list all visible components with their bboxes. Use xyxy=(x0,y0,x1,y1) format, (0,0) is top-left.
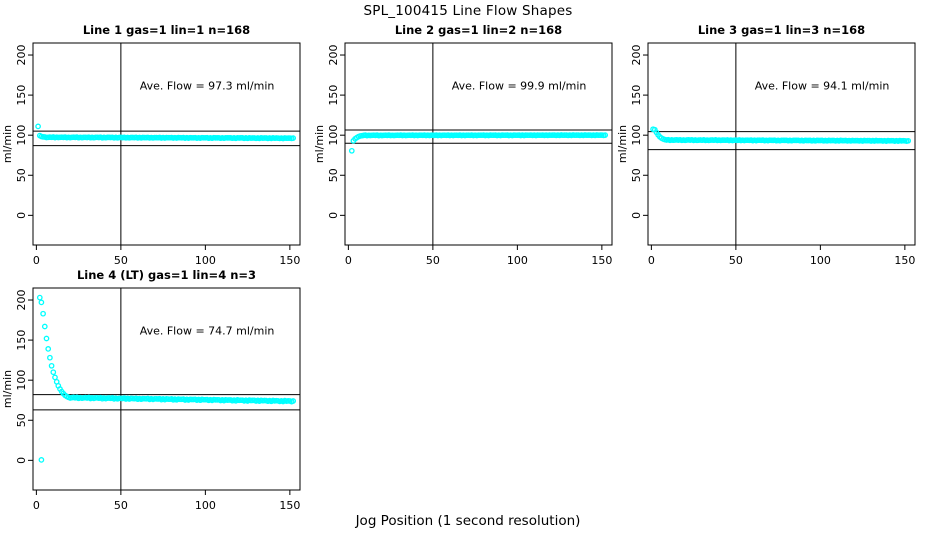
data-point xyxy=(41,323,48,330)
data-point xyxy=(40,310,46,317)
data-points xyxy=(650,126,912,144)
x-axis: 0 50 100 150 xyxy=(345,245,612,267)
reference-lines xyxy=(648,43,915,245)
y-tick-label: 50 xyxy=(630,168,643,182)
subplot-svg: 0 50 100 150 0 50 100 150 200 ml/min Line 1 gas=1 … xyxy=(1,23,301,267)
x-tick-label: 100 xyxy=(195,499,216,512)
y-tick-label: 150 xyxy=(327,85,340,106)
plot-box xyxy=(32,42,301,246)
data-point xyxy=(290,398,297,404)
data-point xyxy=(602,132,609,138)
subplot-svg: 0 50 100 150 0 50 100 150 200 ml/min Line 4 (LT) g… xyxy=(1,268,301,512)
subplot-line-3: 0 50 100 150 0 50 100 150 200 ml/min Line 3 gas=1 … xyxy=(615,21,927,291)
x-tick-label: 150 xyxy=(894,254,915,267)
data-point xyxy=(38,457,45,463)
y-tick-label: 0 xyxy=(630,212,643,219)
y-tick-label: 100 xyxy=(327,125,340,146)
subplot-line-1: 0 50 100 150 0 50 100 150 200 ml/min Line 1 gas=1 … xyxy=(0,21,312,291)
x-tick-label: 150 xyxy=(591,254,612,267)
x-axis-label: Jog Position (1 second resolution) xyxy=(355,513,581,529)
y-tick-label: 100 xyxy=(15,125,28,146)
x-tick-label: 0 xyxy=(648,254,655,267)
y-tick-label: 200 xyxy=(15,45,28,66)
y-tick-label: 50 xyxy=(15,413,28,427)
y-tick-label: 50 xyxy=(327,168,340,182)
subplot-line-4: 0 50 100 150 0 50 100 150 200 ml/min Line 4 (LT) g… xyxy=(0,266,312,536)
x-tick-label: 100 xyxy=(195,254,216,267)
y-tick-label: 200 xyxy=(630,45,643,66)
data-points xyxy=(348,132,609,154)
reference-lines xyxy=(33,43,300,245)
data-point xyxy=(348,147,355,154)
plot-box xyxy=(344,42,613,246)
subplot-title: Line 1 gas=1 lin=1 n=168 xyxy=(83,23,250,37)
subplot-title: Line 2 gas=1 lin=2 n=168 xyxy=(395,23,562,37)
plot-box xyxy=(647,42,916,246)
plot-box xyxy=(32,287,301,491)
data-point xyxy=(47,354,53,361)
y-tick-label: 0 xyxy=(327,212,340,219)
y-tick-label: 150 xyxy=(15,85,28,106)
data-points xyxy=(35,123,297,142)
average-flow-annotation: Ave. Flow = 74.7 ml/min xyxy=(140,324,275,337)
subplot-svg: 0 50 100 150 0 50 100 150 200 ml/min Line 3 gas=1 … xyxy=(616,23,916,267)
y-axis-unit-label: ml/min xyxy=(616,125,629,163)
y-tick-label: 100 xyxy=(630,125,643,146)
x-tick-label: 0 xyxy=(33,499,40,512)
y-tick-label: 0 xyxy=(15,457,28,464)
data-point xyxy=(48,362,55,369)
data-point xyxy=(38,299,45,306)
reference-lines xyxy=(345,43,612,245)
subplot-title: Line 4 (LT) gas=1 lin=4 n=3 xyxy=(77,268,256,282)
x-tick-label: 100 xyxy=(507,254,528,267)
y-tick-label: 150 xyxy=(630,85,643,106)
x-tick-label: 50 xyxy=(114,254,128,267)
y-axis-unit-label: ml/min xyxy=(313,125,326,163)
x-tick-label: 100 xyxy=(810,254,831,267)
subplot-line-2: 0 50 100 150 0 50 100 150 200 ml/min Line 2 gas=1 … xyxy=(312,21,624,291)
data-point xyxy=(43,335,50,342)
y-tick-label: 200 xyxy=(327,45,340,66)
data-points xyxy=(36,294,297,463)
y-tick-label: 50 xyxy=(15,168,28,182)
y-axis-unit-label: ml/min xyxy=(1,125,14,163)
average-flow-annotation: Ave. Flow = 99.9 ml/min xyxy=(452,79,587,92)
y-tick-label: 100 xyxy=(15,370,28,391)
average-flow-annotation: Ave. Flow = 94.1 ml/min xyxy=(755,79,890,92)
average-flow-annotation: Ave. Flow = 97.3 ml/min xyxy=(140,79,275,92)
x-axis: 0 50 100 150 xyxy=(33,490,300,512)
y-axis: 0 50 100 150 200 xyxy=(15,290,33,464)
data-point xyxy=(905,137,912,144)
y-tick-label: 150 xyxy=(15,330,28,351)
data-point xyxy=(50,369,57,376)
reference-lines xyxy=(33,288,300,490)
data-point xyxy=(45,346,52,352)
y-axis: 0 50 100 150 200 xyxy=(630,45,648,219)
x-tick-label: 50 xyxy=(426,254,440,267)
data-point xyxy=(35,123,41,130)
x-axis: 0 50 100 150 xyxy=(648,245,915,267)
y-axis: 0 50 100 150 200 xyxy=(327,45,345,219)
x-tick-label: 150 xyxy=(279,499,300,512)
data-point xyxy=(36,294,43,301)
x-tick-label: 0 xyxy=(345,254,352,267)
x-tick-label: 150 xyxy=(279,254,300,267)
y-tick-label: 0 xyxy=(15,212,28,219)
data-point xyxy=(290,135,297,141)
y-tick-label: 200 xyxy=(15,290,28,311)
x-axis: 0 50 100 150 xyxy=(33,245,300,267)
subplot-svg: 0 50 100 150 0 50 100 150 200 ml/min Line 2 gas=1 … xyxy=(313,23,613,267)
x-tick-label: 0 xyxy=(33,254,40,267)
data-point xyxy=(52,374,58,381)
subplot-title: Line 3 gas=1 lin=3 n=168 xyxy=(698,23,865,37)
x-tick-label: 50 xyxy=(114,499,128,512)
y-axis: 0 50 100 150 200 xyxy=(15,45,33,219)
y-axis-unit-label: ml/min xyxy=(1,370,14,408)
x-tick-label: 50 xyxy=(729,254,743,267)
figure-title: SPL_100415 Line Flow Shapes xyxy=(363,3,573,19)
